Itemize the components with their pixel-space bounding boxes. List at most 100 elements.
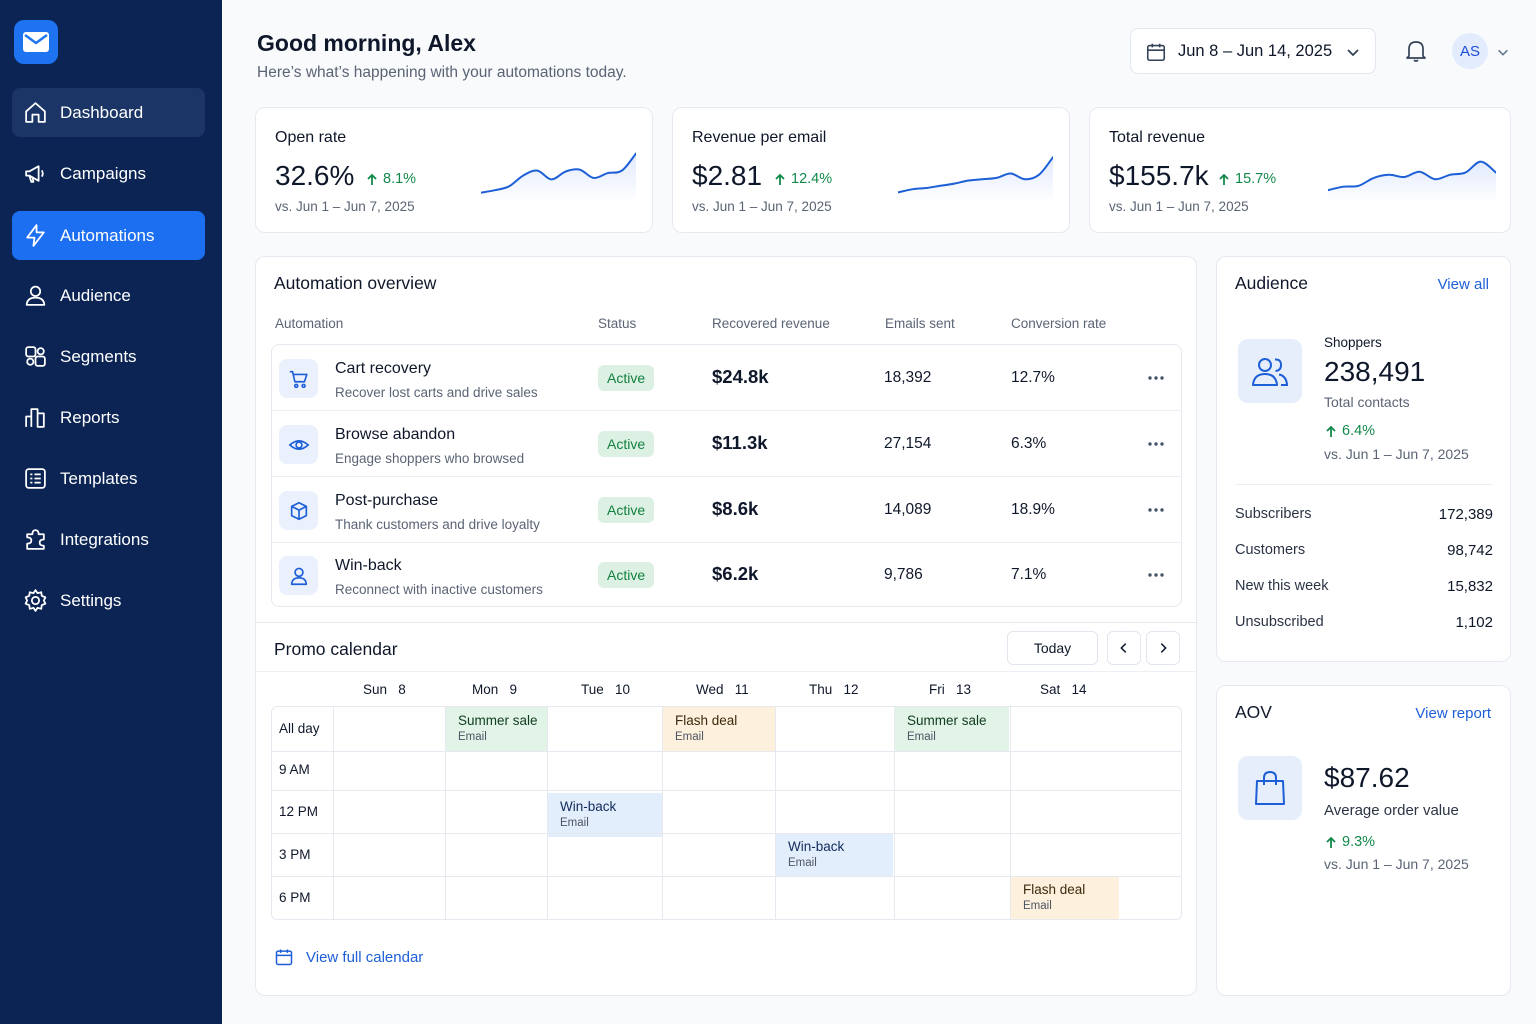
table-row[interactable]: Cart recovery Recover lost carts and dri…: [272, 345, 1181, 411]
arrow-up-icon: [1326, 425, 1336, 437]
metric-delta: 15.7%: [1218, 171, 1276, 187]
sidebar-item-dashboard[interactable]: Dashboard: [12, 88, 205, 137]
calendar-event[interactable]: Flash deal Email: [663, 707, 775, 751]
sidebar-item-templates[interactable]: Templates: [12, 454, 205, 503]
sparkline: [481, 152, 636, 203]
sidebar-item-settings[interactable]: Settings: [12, 576, 205, 625]
view-all-link[interactable]: View all: [1437, 276, 1489, 293]
more-options-icon[interactable]: [1147, 572, 1165, 578]
prev-week-button[interactable]: [1107, 631, 1141, 665]
arrow-up-icon: [367, 173, 377, 185]
day-header: Thu 12: [809, 682, 859, 697]
calendar-event[interactable]: Summer sale Email: [446, 707, 547, 751]
sidebar-item-campaigns[interactable]: Campaigns: [12, 149, 205, 198]
megaphone-icon: [23, 161, 48, 186]
sidebar-item-label: Reports: [60, 408, 120, 427]
more-options-icon[interactable]: [1147, 507, 1165, 513]
sparkline-line: [1328, 160, 1496, 192]
time-label: All day: [279, 721, 320, 736]
calendar-event[interactable]: Win-back Email: [548, 793, 662, 837]
table-row[interactable]: Win-back Reconnect with inactive custome…: [272, 542, 1181, 608]
conversion-rate: 18.9%: [1011, 501, 1055, 518]
stat-value: 15,832: [1447, 578, 1493, 595]
metric-value: $2.81: [692, 160, 763, 191]
sidebar-item-automations[interactable]: Automations: [12, 211, 205, 260]
calendar-event[interactable]: Flash deal Email: [1011, 876, 1119, 919]
metric-delta: 8.1%: [366, 171, 416, 187]
table-row[interactable]: Post-purchase Thank customers and drive …: [272, 477, 1181, 543]
automation-name: Post-purchase: [335, 492, 439, 509]
sidebar-item-label: Automations: [60, 226, 155, 245]
automation-table: Cart recovery Recover lost carts and dri…: [271, 344, 1182, 607]
sidebar-item-label: Segments: [60, 347, 137, 366]
view-report-link[interactable]: View report: [1415, 705, 1491, 722]
day-header: Fri 13: [929, 682, 972, 697]
divider: [256, 671, 1197, 672]
cart-icon: [279, 359, 318, 398]
sparkline-line: [481, 152, 636, 194]
audience-sub: Total contacts: [1324, 394, 1410, 410]
metric-compare: vs. Jun 1 – Jun 7, 2025: [275, 199, 415, 214]
metric-delta: 12.4%: [774, 171, 832, 187]
sparkline: [1328, 160, 1496, 202]
more-options-icon[interactable]: [1147, 375, 1165, 381]
arrow-up-icon: [1326, 836, 1336, 848]
sidebar-item-integrations[interactable]: Integrations: [12, 515, 205, 564]
audience-compare: vs. Jun 1 – Jun 7, 2025: [1324, 446, 1469, 462]
emails-sent: 18,392: [884, 369, 932, 386]
sidebar-item-label: Audience: [60, 286, 131, 305]
day-header: Tue 10: [581, 682, 631, 697]
view-full-calendar-link[interactable]: View full calendar: [274, 947, 423, 967]
metric-card-revenue-per-email: Revenue per email $2.81 12.4% vs. Jun 1 …: [672, 107, 1070, 233]
sidebar-item-segments[interactable]: Segments: [12, 332, 205, 381]
day-header: Sat 14: [1040, 682, 1087, 697]
stat-value: 98,742: [1447, 542, 1493, 559]
metric-title: Total revenue: [1109, 129, 1206, 146]
stat-label: Customers: [1235, 542, 1306, 558]
date-range-picker[interactable]: Jun 8 – Jun 14, 2025: [1130, 28, 1376, 74]
audience-card: Audience View all Shoppers 238,491 Total…: [1216, 256, 1511, 662]
conversion-rate: 6.3%: [1011, 435, 1047, 452]
user-icon: [23, 283, 48, 308]
next-week-button[interactable]: [1146, 631, 1180, 665]
arrow-up-icon: [1219, 173, 1229, 185]
stat-label: Subscribers: [1235, 506, 1312, 522]
lightning-icon: [23, 223, 48, 248]
today-button[interactable]: Today: [1007, 631, 1098, 665]
column-header: Emails sent: [885, 316, 955, 331]
sparkline-line: [898, 156, 1053, 194]
recovered-revenue: $8.6k: [712, 498, 759, 519]
metric-title: Revenue per email: [692, 129, 827, 146]
audience-delta: 6.4%: [1325, 423, 1375, 439]
page-subtitle: Here’s what’s happening with your automa…: [257, 64, 627, 81]
conversion-rate: 12.7%: [1011, 369, 1055, 386]
users-icon: [1238, 339, 1302, 403]
automation-desc: Thank customers and drive loyalty: [335, 517, 540, 532]
box-icon: [279, 491, 318, 530]
sidebar-item-label: Templates: [60, 469, 138, 488]
sidebar-item-reports[interactable]: Reports: [12, 393, 205, 442]
more-options-icon[interactable]: [1147, 441, 1165, 447]
day-header: Sun 8: [363, 682, 406, 697]
sidebar-item-audience[interactable]: Audience: [12, 271, 205, 320]
metric-compare: vs. Jun 1 – Jun 7, 2025: [1109, 199, 1249, 214]
table-row[interactable]: Browse abandon Engage shoppers who brows…: [272, 411, 1181, 477]
bell-icon[interactable]: [1404, 38, 1428, 64]
chevron-down-icon[interactable]: [1496, 45, 1510, 59]
sparkline-area: [481, 153, 636, 203]
time-label: 3 PM: [279, 847, 311, 862]
user-icon: [279, 556, 318, 595]
mail-icon: [23, 32, 49, 52]
calendar-icon: [275, 949, 293, 966]
sidebar-item-label: Dashboard: [60, 103, 144, 122]
calendar-event[interactable]: Summer sale Email: [895, 707, 1009, 751]
sidebar-item-label: Campaigns: [60, 164, 146, 183]
metric-card-total-revenue: Total revenue $155.7k 15.7% vs. Jun 1 – …: [1089, 107, 1511, 233]
calendar-grid: Summer sale Email Flash deal Email Summe…: [271, 706, 1182, 920]
avatar[interactable]: AS: [1452, 33, 1488, 69]
sidebar: Dashboard Campaigns Automations Audience…: [0, 0, 222, 1024]
calendar-event[interactable]: Win-back Email: [776, 833, 893, 877]
section-title: Audience: [1235, 273, 1308, 293]
sparkline-area: [898, 157, 1053, 202]
logo[interactable]: [14, 20, 58, 64]
